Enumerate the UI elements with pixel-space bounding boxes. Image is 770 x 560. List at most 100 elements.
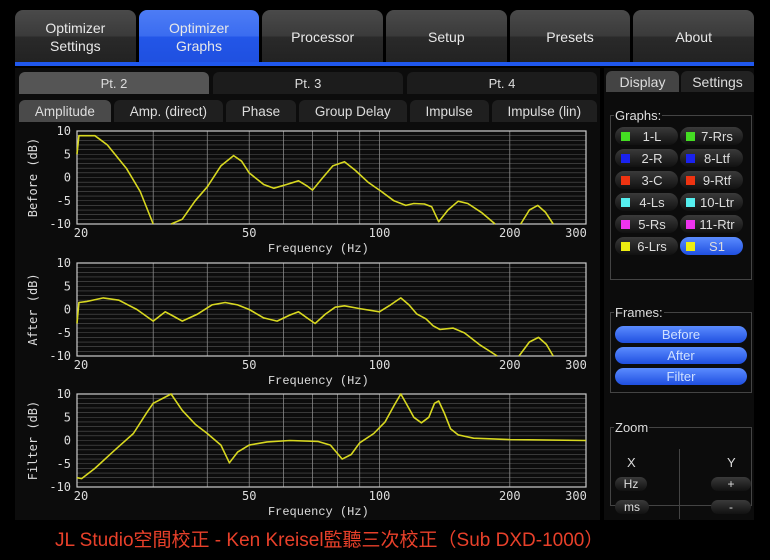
graph-toggle-2-r[interactable]: 2-R <box>615 149 678 167</box>
frame-before-button[interactable]: Before <box>615 326 747 343</box>
main-tabs: Optimizer Settings Optimizer Graphs Proces… <box>15 10 755 63</box>
frames-group: Frames: Before After Filter <box>610 305 752 393</box>
x-tick-label: 300 <box>565 358 587 372</box>
response-curve <box>520 204 554 225</box>
zoom-ms-button[interactable]: ms <box>615 500 649 514</box>
frame-after-button[interactable]: After <box>615 347 747 364</box>
color-swatch-icon <box>686 219 695 229</box>
graph-toggle-label: 9-Rtf <box>702 172 732 188</box>
zoom-legend: Zoom <box>615 420 649 435</box>
x-axis-label: Frequency (Hz) <box>268 505 369 519</box>
tab-setup[interactable]: Setup <box>386 10 507 63</box>
graph-toggle-label: 1-L <box>642 128 662 144</box>
x-tick-label: 100 <box>369 226 391 240</box>
graph-toggle-label: 10-Ltr <box>700 194 734 210</box>
tab-point-3[interactable]: Pt. 3 <box>213 72 403 94</box>
graph-toggle-6-lrs[interactable]: 6-Lrs <box>615 237 678 255</box>
graph-toggle-label: 11-Rtr <box>699 216 735 232</box>
zoom-out-button[interactable]: - <box>711 500 751 514</box>
x-tick-label: 20 <box>74 358 88 372</box>
x-tick-label: 100 <box>369 358 391 372</box>
y-tick-label: 0 <box>64 171 71 185</box>
grid <box>77 130 586 225</box>
graph-toggle-9-rtf[interactable]: 9-Rtf <box>680 171 743 189</box>
plot-frame <box>76 262 587 357</box>
graph-toggle-7-rrs[interactable]: 7-Rrs <box>680 127 743 145</box>
graph-toggle-8-ltf[interactable]: 8-Ltf <box>680 149 743 167</box>
x-tick-label: 20 <box>74 489 88 503</box>
plot-frame <box>76 130 587 225</box>
graph-toggle-11-rtr[interactable]: 11-Rtr <box>680 215 743 233</box>
tab-settings[interactable]: Settings <box>681 71 754 92</box>
graph-toggle-s1[interactable]: S1 <box>680 237 743 255</box>
y-tick-label: -10 <box>49 349 71 363</box>
tab-graph-0[interactable]: Amplitude <box>19 100 111 122</box>
zoom-in-button[interactable]: + <box>711 477 751 491</box>
tab-graph-1[interactable]: Amp. (direct) <box>113 100 223 122</box>
side-tabs: Display Settings <box>604 68 754 92</box>
tab-point-2[interactable]: Pt. 2 <box>19 72 209 94</box>
response-curve <box>76 393 587 480</box>
color-swatch-icon <box>621 197 630 207</box>
graph-toggle-1-l[interactable]: 1-L <box>615 127 678 145</box>
color-swatch-icon <box>621 153 630 163</box>
graph-toggle-label: 4-Ls <box>639 194 665 210</box>
x-tick-label: 300 <box>565 226 587 240</box>
caption: JL Studio空間校正 - Ken Kreisel監聽三次校正（Sub DX… <box>55 530 604 551</box>
x-tick-label: 50 <box>242 358 256 372</box>
color-swatch-icon <box>686 197 695 207</box>
tab-graph-3[interactable]: Group Delay <box>298 100 407 122</box>
color-swatch-icon <box>621 175 630 185</box>
y-axis-label: Before (dB) <box>26 138 40 217</box>
graph-toggle-label: 3-C <box>641 172 663 188</box>
x-tick-label: 200 <box>499 226 521 240</box>
y-tick-label: 0 <box>64 434 71 448</box>
zoom-hz-button[interactable]: Hz <box>615 477 647 491</box>
graph-toggle-label: 5-Rs <box>638 216 666 232</box>
color-swatch-icon <box>686 153 695 163</box>
divider <box>679 449 680 519</box>
graph-toggle-10-ltr[interactable]: 10-Ltr <box>680 193 743 211</box>
response-curve <box>76 297 498 357</box>
graph-toggle-label: 2-R <box>641 150 663 166</box>
tab-point-4[interactable]: Pt. 4 <box>407 72 597 94</box>
zoom-x-label: X <box>627 455 636 470</box>
graph-toggle-label: 6-Lrs <box>637 238 667 254</box>
tab-graph-4[interactable]: Impulse <box>409 100 489 122</box>
graph-toggle-label: S1 <box>709 238 725 254</box>
tab-about[interactable]: About <box>633 10 755 63</box>
graph-toggle-3-c[interactable]: 3-C <box>615 171 678 189</box>
graph-toggle-label: 7-Rrs <box>701 128 733 144</box>
color-swatch-icon <box>686 241 695 251</box>
x-tick-label: 300 <box>565 489 587 503</box>
graphs-group: Graphs: 1-L 7-Rrs 2-R 8-Ltf 3-C 9-Rtf 4-Ls 10-L… <box>610 108 752 280</box>
response-curve <box>170 154 496 225</box>
graph-toggle-4-ls[interactable]: 4-Ls <box>615 193 678 211</box>
graph-toggle-label: 8-Ltf <box>703 150 730 166</box>
graph-toggle-5-rs[interactable]: 5-Rs <box>615 215 678 233</box>
tab-graph-5[interactable]: Impulse (lin) <box>491 100 597 122</box>
frames-legend: Frames: <box>615 305 663 320</box>
y-tick-label: 10 <box>57 387 71 401</box>
y-tick-label: 5 <box>64 147 71 161</box>
tab-display[interactable]: Display <box>606 71 679 92</box>
y-tick-label: -10 <box>49 480 71 494</box>
y-axis-label: After (dB) <box>26 273 40 345</box>
frame-filter-button[interactable]: Filter <box>615 368 747 385</box>
x-tick-label: 200 <box>499 489 521 503</box>
y-axis-label: Filter (dB) <box>26 401 40 480</box>
tab-optimizer-graphs[interactable]: Optimizer Graphs <box>138 10 260 63</box>
tab-presets[interactable]: Presets <box>509 10 631 63</box>
graphs-legend: Graphs: <box>615 108 662 123</box>
tab-processor[interactable]: Processor <box>262 10 384 63</box>
color-swatch-icon <box>686 175 695 185</box>
graph-panel: Pt. 2 Pt. 3 Pt. 4 Amplitude Amp. (direct) Ph… <box>15 68 600 520</box>
display-panel: Display Settings Graphs: 1-L 7-Rrs 2-R 8-Ltf… <box>604 68 754 520</box>
tab-optimizer-settings[interactable]: Optimizer Settings <box>15 10 136 63</box>
tab-underline <box>15 62 754 66</box>
tab-graph-2[interactable]: Phase <box>225 100 296 122</box>
y-tick-label: -5 <box>57 194 71 208</box>
